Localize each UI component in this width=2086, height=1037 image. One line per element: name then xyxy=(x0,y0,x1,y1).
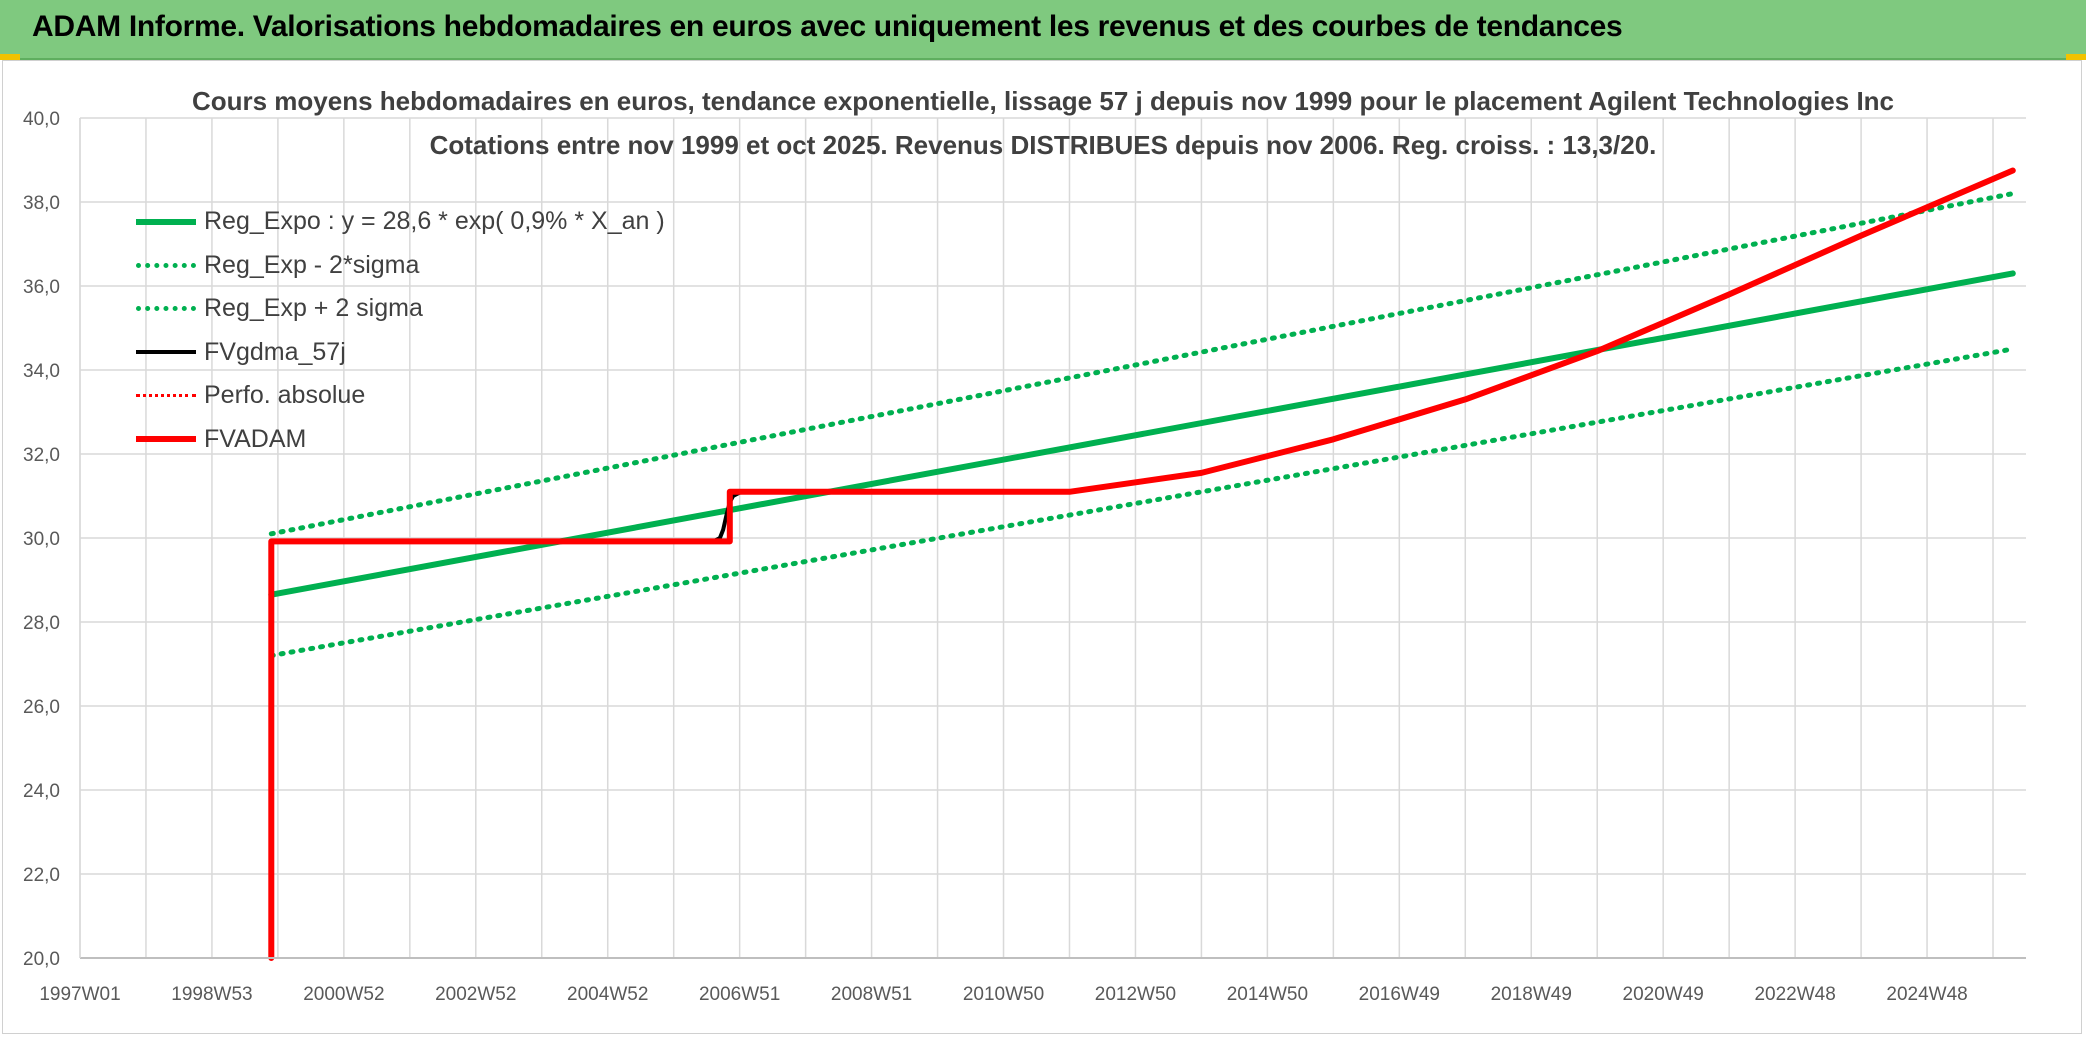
legend-label-reg-exp-minus: Reg_Exp - 2*sigma xyxy=(204,250,420,279)
legend-swatch-fvgdma xyxy=(136,350,196,355)
x-tick-label: 2014W50 xyxy=(1227,984,1308,1005)
report-title: ADAM Informe. Valorisations hebdomadaire… xyxy=(32,10,1623,43)
series-line-3 xyxy=(711,489,755,544)
y-tick-label: 28,0 xyxy=(23,613,60,634)
y-tick-label: 36,0 xyxy=(23,277,60,298)
x-tick-label: 2002W52 xyxy=(435,984,516,1005)
legend-label-fvadam: FVADAM xyxy=(204,424,307,453)
chart-legend: Reg_Expo : y = 28,6 * exp( 0,9% * X_an )… xyxy=(136,200,665,461)
report-banner: ADAM Informe. Valorisations hebdomadaire… xyxy=(0,0,2086,60)
series-line-1 xyxy=(268,346,2016,659)
legend-item-reg-expo: Reg_Expo : y = 28,6 * exp( 0,9% * X_an ) xyxy=(136,200,665,244)
series-line-2 xyxy=(268,191,2016,537)
x-tick-label: 2006W51 xyxy=(699,984,780,1005)
legend-item-perfo-absolue: Perfo. absolue xyxy=(136,374,665,418)
legend-item-reg-exp-minus: Reg_Exp - 2*sigma xyxy=(136,244,665,288)
x-tick-label: 1998W53 xyxy=(171,984,252,1005)
x-tick-label: 2016W49 xyxy=(1359,984,1440,1005)
legend-label-perfo-absolue: Perfo. absolue xyxy=(204,381,366,410)
series-lines xyxy=(268,167,2016,961)
x-tick-label: 2024W48 xyxy=(1886,984,1967,1005)
legend-item-fvgdma: FVgdma_57j xyxy=(136,331,665,375)
legend-item-fvadam: FVADAM xyxy=(136,418,665,462)
legend-swatch-reg-exp-minus xyxy=(136,262,196,268)
legend-label-reg-exp-plus: Reg_Exp + 2 sigma xyxy=(204,294,423,323)
legend-swatch-reg-exp-plus xyxy=(136,306,196,312)
y-tick-labels: 20,0 22,0 24,0 26,0 28,0 30,0 32,0 34,0 36,0 38,0… xyxy=(23,109,60,970)
grid-lines xyxy=(79,117,2026,959)
x-tick-label: 2000W52 xyxy=(303,984,384,1005)
series-line-5 xyxy=(268,167,2016,961)
y-tick-label: 20,0 xyxy=(23,949,60,970)
y-tick-label: 40,0 xyxy=(23,109,60,130)
x-tick-label: 2008W51 xyxy=(831,984,912,1005)
x-tick-label: 1997W01 xyxy=(39,984,120,1005)
x-tick-labels: 1997W01 1998W53 2000W52 2002W52 2004W52 2006W… xyxy=(39,984,1967,1005)
legend-label-reg-expo: Reg_Expo : y = 28,6 * exp( 0,9% * X_an ) xyxy=(204,207,665,236)
legend-label-fvgdma: FVgdma_57j xyxy=(204,337,346,366)
x-tick-label: 2012W50 xyxy=(1095,984,1176,1005)
y-tick-label: 26,0 xyxy=(23,697,60,718)
x-tick-label: 2022W48 xyxy=(1754,984,1835,1005)
corner-mark-left xyxy=(0,54,20,60)
x-tick-label: 2010W50 xyxy=(963,984,1044,1005)
y-tick-label: 22,0 xyxy=(23,865,60,886)
x-tick-label: 2020W49 xyxy=(1623,984,1704,1005)
legend-swatch-perfo-absolue xyxy=(136,394,196,398)
chart-title-line-1: Cours moyens hebdomadaires en euros, ten… xyxy=(191,86,1895,116)
chart-title-line-2: Cotations entre nov 1999 et oct 2025. Re… xyxy=(429,130,1657,160)
y-tick-label: 38,0 xyxy=(23,193,60,214)
legend-swatch-reg-expo xyxy=(136,218,196,225)
x-tick-label: 2018W49 xyxy=(1491,984,1572,1005)
corner-mark-right xyxy=(2066,54,2086,60)
x-tick-label: 2004W52 xyxy=(567,984,648,1005)
y-tick-label: 30,0 xyxy=(23,529,60,550)
legend-swatch-fvadam xyxy=(136,436,196,443)
legend-item-reg-exp-plus: Reg_Exp + 2 sigma xyxy=(136,287,665,331)
y-tick-label: 32,0 xyxy=(23,445,60,466)
y-tick-label: 24,0 xyxy=(23,781,60,802)
y-tick-label: 34,0 xyxy=(23,361,60,382)
axes xyxy=(79,118,2026,959)
chart-frame xyxy=(2,60,2082,1034)
